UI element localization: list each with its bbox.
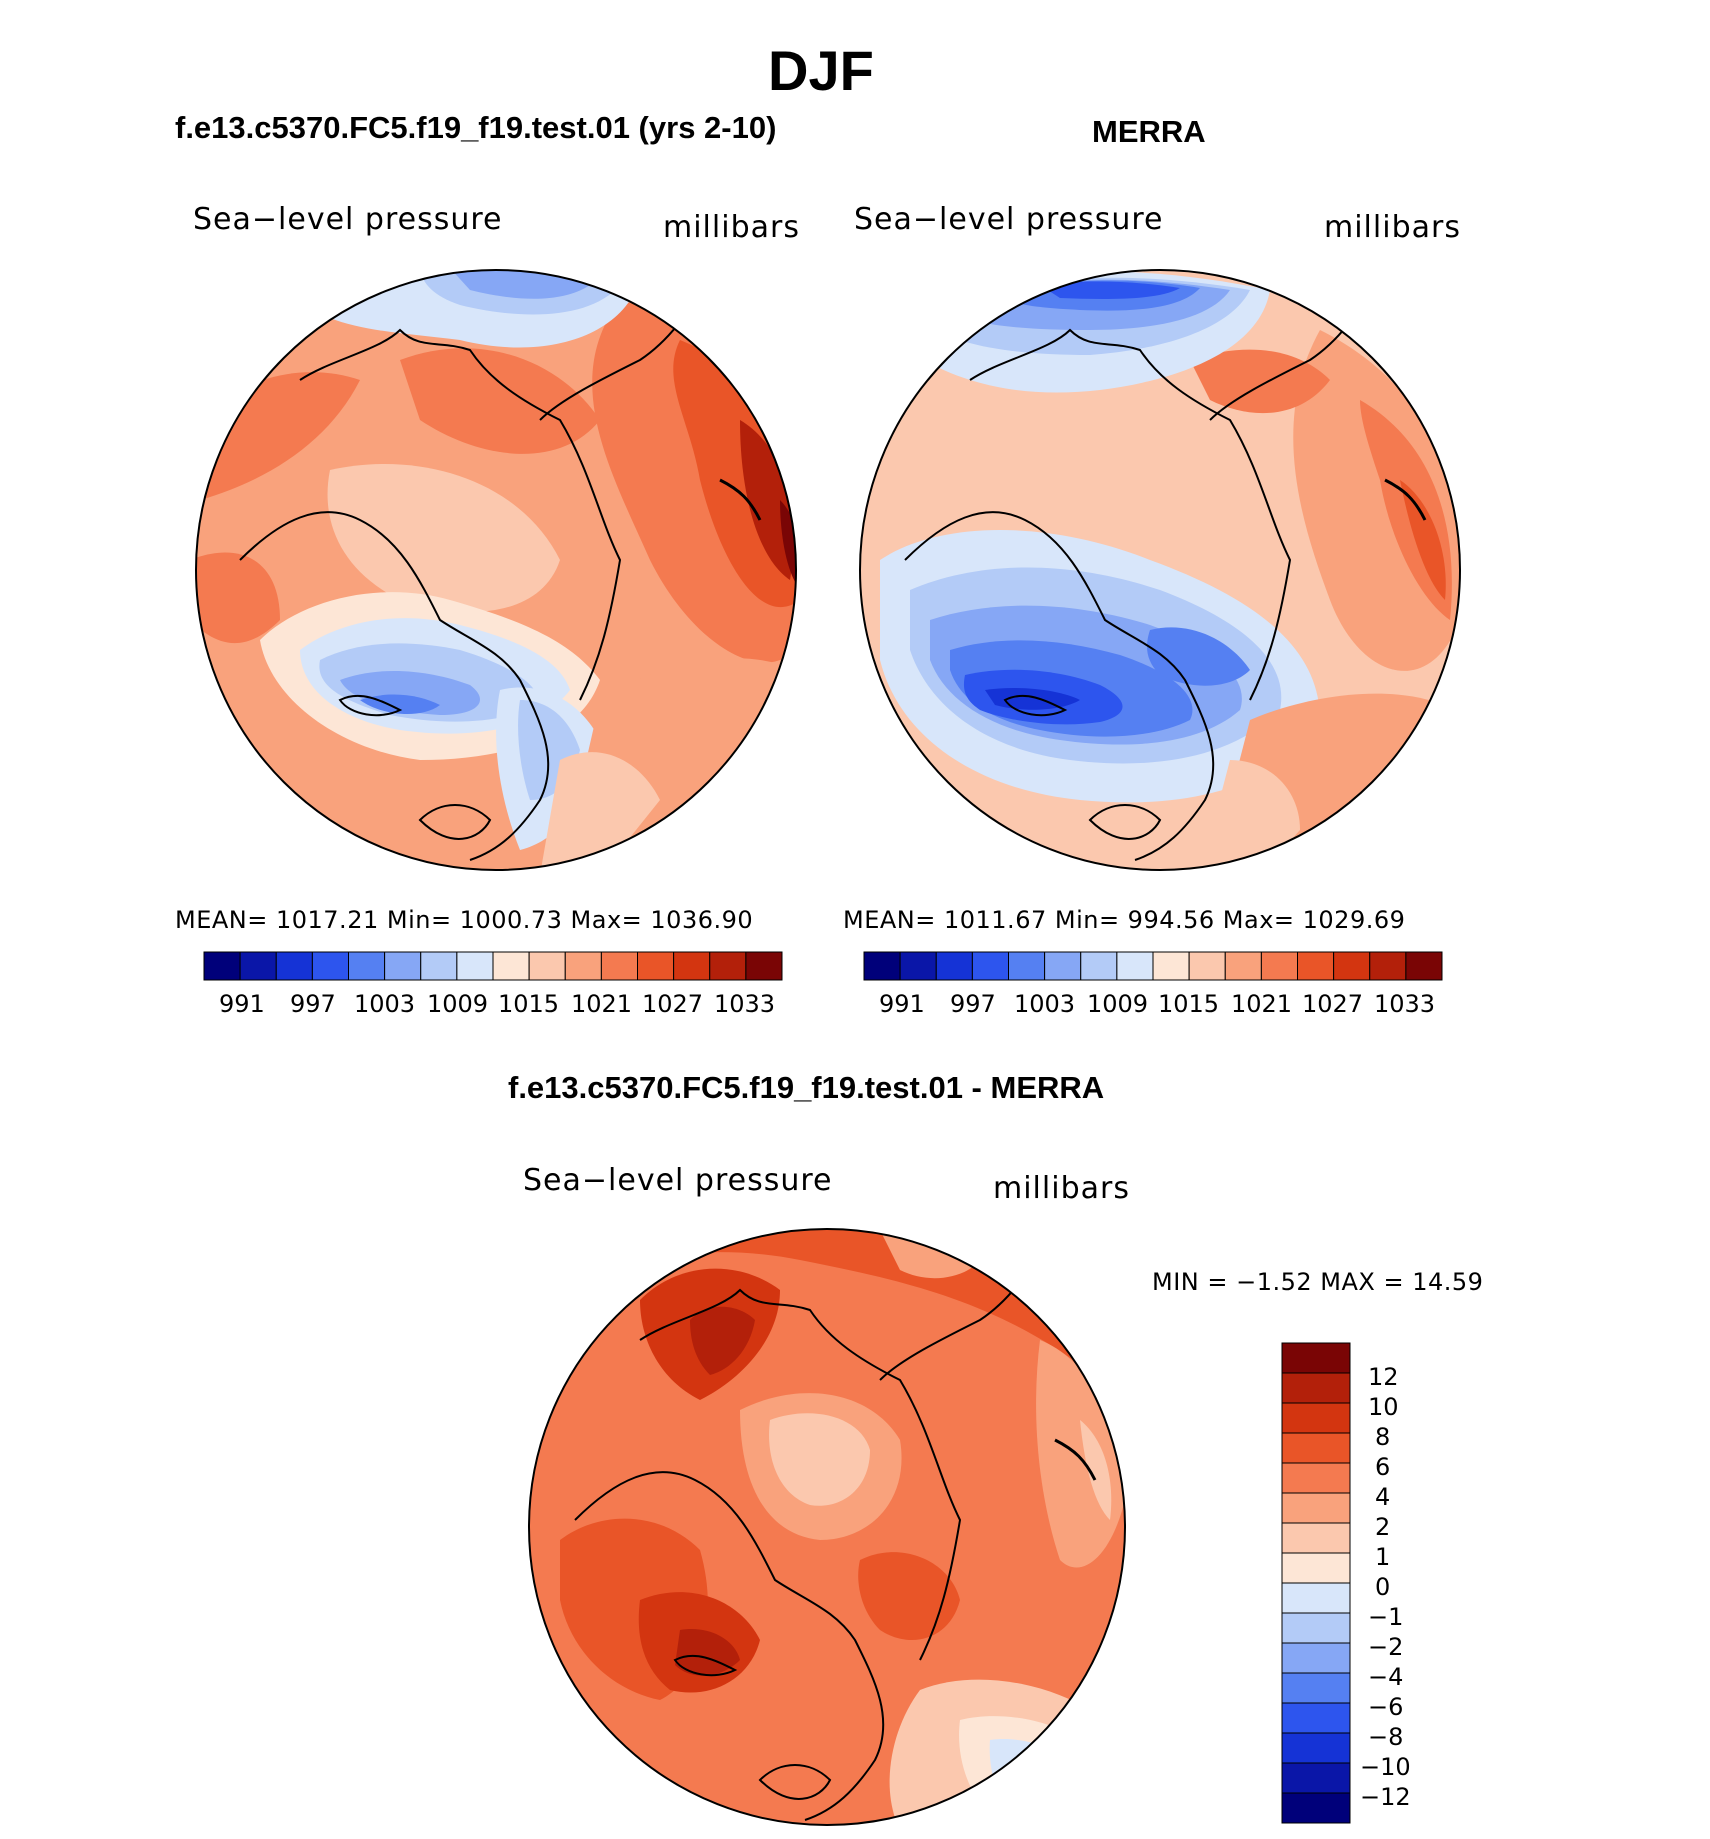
colorbar-swatch bbox=[348, 951, 386, 981]
colorbar-label: −1 bbox=[1368, 1603, 1404, 1631]
variable-label-merra: Sea−level pressure bbox=[854, 202, 1164, 237]
colorbar-label: 1003 bbox=[354, 990, 416, 1018]
colorbar-swatch bbox=[1333, 951, 1371, 981]
units-label-diff: millibars bbox=[993, 1171, 1130, 1206]
colorbar-model bbox=[203, 951, 783, 981]
colorbar-swatch bbox=[935, 951, 973, 981]
colorbar-swatch bbox=[971, 951, 1009, 981]
colorbar-swatch bbox=[564, 951, 602, 981]
variable-label-diff: Sea−level pressure bbox=[523, 1163, 833, 1198]
colorbar-swatch bbox=[1116, 951, 1154, 981]
colorbar-swatch bbox=[1281, 1582, 1351, 1614]
colorbar-label: 4 bbox=[1375, 1483, 1391, 1511]
colorbar-swatch bbox=[203, 951, 241, 981]
colorbar-label: −4 bbox=[1368, 1663, 1404, 1691]
colorbar-label: 1033 bbox=[1374, 990, 1436, 1018]
colorbar-swatch bbox=[456, 951, 494, 981]
colorbar-swatch bbox=[1281, 1402, 1351, 1434]
colorbar-label: 1009 bbox=[1087, 990, 1149, 1018]
colorbar-swatch bbox=[673, 951, 711, 981]
colorbar-label: 0 bbox=[1375, 1573, 1391, 1601]
colorbar-label: 997 bbox=[290, 990, 336, 1018]
colorbar-swatch bbox=[420, 951, 458, 981]
colorbar-swatch bbox=[1281, 1432, 1351, 1464]
colorbar-swatch bbox=[745, 951, 783, 981]
colorbar-swatch bbox=[1297, 951, 1335, 981]
map-boundary bbox=[528, 1228, 1126, 1826]
stats-model: MEAN= 1017.21 Min= 1000.73 Max= 1036.90 bbox=[175, 906, 754, 934]
colorbar-label: 12 bbox=[1368, 1363, 1399, 1391]
colorbar-label: 1021 bbox=[571, 990, 633, 1018]
colorbar-label: 8 bbox=[1375, 1423, 1391, 1451]
colorbar-label: 997 bbox=[950, 990, 996, 1018]
colorbar-label: −6 bbox=[1368, 1693, 1404, 1721]
page-title: DJF bbox=[768, 39, 874, 102]
colorbar-swatch bbox=[1260, 951, 1298, 981]
colorbar-swatch bbox=[492, 951, 530, 981]
colorbar-label: −10 bbox=[1360, 1753, 1411, 1781]
colorbar-difference bbox=[1281, 1342, 1351, 1824]
colorbar-label: 1027 bbox=[1302, 990, 1364, 1018]
colorbar-label: 991 bbox=[879, 990, 925, 1018]
colorbar-swatch bbox=[311, 951, 349, 981]
colorbar-swatch bbox=[1281, 1552, 1351, 1584]
units-label-model: millibars bbox=[663, 210, 800, 245]
stats-merra: MEAN= 1011.67 Min= 994.56 Max= 1029.69 bbox=[843, 906, 1406, 934]
colorbar-label: 1 bbox=[1375, 1543, 1391, 1571]
map-boundary bbox=[859, 269, 1461, 871]
map-boundary bbox=[195, 269, 797, 871]
colorbar-swatch bbox=[1281, 1732, 1351, 1764]
colorbar-swatch bbox=[275, 951, 313, 981]
colorbar-label: −8 bbox=[1368, 1723, 1404, 1751]
panel-heading-merra: MERRA bbox=[1092, 114, 1206, 149]
colorbar-label: 2 bbox=[1375, 1513, 1391, 1541]
colorbar-swatch bbox=[1281, 1642, 1351, 1674]
colorbar-swatch bbox=[1008, 951, 1046, 981]
colorbar-swatch bbox=[899, 951, 937, 981]
colorbar-swatch bbox=[1281, 1342, 1351, 1374]
colorbar-swatch bbox=[1405, 951, 1443, 981]
colorbar-swatch bbox=[1369, 951, 1407, 981]
colorbar-swatch bbox=[1281, 1462, 1351, 1494]
colorbar-swatch bbox=[1281, 1372, 1351, 1404]
colorbar-label: 10 bbox=[1368, 1393, 1399, 1421]
colorbar-swatch bbox=[1281, 1522, 1351, 1554]
colorbar-swatch bbox=[1281, 1702, 1351, 1734]
colorbar-swatch bbox=[863, 951, 901, 981]
panel-heading-model: f.e13.c5370.FC5.f19_f19.test.01 (yrs 2-1… bbox=[175, 110, 777, 145]
colorbar-swatch bbox=[1281, 1792, 1351, 1824]
colorbar-label: 1009 bbox=[427, 990, 489, 1018]
colorbar-swatch bbox=[1281, 1672, 1351, 1704]
colorbar-swatch bbox=[1281, 1762, 1351, 1794]
colorbar-swatch bbox=[637, 951, 675, 981]
colorbar-swatch bbox=[709, 951, 747, 981]
colorbar-swatch bbox=[239, 951, 277, 981]
colorbar-label: 1015 bbox=[1158, 990, 1220, 1018]
colorbar-label: 1021 bbox=[1231, 990, 1293, 1018]
colorbar-swatch bbox=[1188, 951, 1226, 981]
colorbar-swatch bbox=[600, 951, 638, 981]
colorbar-swatch bbox=[1281, 1612, 1351, 1644]
colorbar-label: 1003 bbox=[1014, 990, 1076, 1018]
colorbar-swatch bbox=[1080, 951, 1118, 981]
colorbar-label: 1015 bbox=[498, 990, 560, 1018]
colorbar-swatch bbox=[528, 951, 566, 981]
colorbar-swatch bbox=[1281, 1492, 1351, 1524]
colorbar-label: 1027 bbox=[642, 990, 704, 1018]
variable-label-model: Sea−level pressure bbox=[193, 202, 503, 237]
colorbar-label: 6 bbox=[1375, 1453, 1391, 1481]
units-label-merra: millibars bbox=[1324, 210, 1461, 245]
colorbar-swatch bbox=[1224, 951, 1262, 981]
diff-minmax: MIN = −1.52 MAX = 14.59 bbox=[1152, 1268, 1484, 1296]
colorbar-merra bbox=[863, 951, 1443, 981]
colorbar-swatch bbox=[1152, 951, 1190, 981]
colorbar-label: −2 bbox=[1368, 1633, 1404, 1661]
difference-heading: f.e13.c5370.FC5.f19_f19.test.01 - MERRA bbox=[508, 1070, 1105, 1105]
colorbar-swatch bbox=[384, 951, 422, 981]
colorbar-swatch bbox=[1044, 951, 1082, 981]
colorbar-label: 991 bbox=[219, 990, 265, 1018]
colorbar-label: −12 bbox=[1360, 1783, 1411, 1811]
colorbar-label: 1033 bbox=[714, 990, 776, 1018]
